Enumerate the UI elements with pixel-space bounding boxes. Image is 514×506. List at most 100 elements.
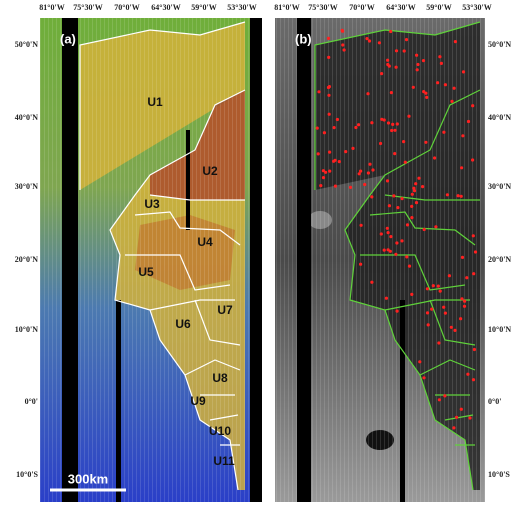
- sample-dot: [460, 195, 463, 198]
- sample-dot: [359, 263, 362, 266]
- sample-dot: [430, 308, 433, 311]
- sample-dot: [393, 152, 396, 155]
- sample-dot: [410, 205, 413, 208]
- sample-dot: [454, 40, 457, 43]
- sample-dot: [380, 232, 383, 235]
- longitude-label: 64°30'W: [386, 3, 415, 12]
- sample-dot: [358, 172, 361, 175]
- sample-dot: [366, 92, 369, 95]
- sample-dot: [370, 195, 373, 198]
- sample-dot: [383, 118, 386, 121]
- sample-dot: [334, 185, 337, 188]
- sample-dot: [452, 426, 455, 429]
- sample-dot: [423, 228, 426, 231]
- latitude-label: 40°0'N: [15, 113, 38, 122]
- data-gap: [297, 18, 311, 502]
- sample-dot: [425, 96, 428, 99]
- sample-dot: [336, 118, 339, 121]
- latitude-label: 30°0'N: [488, 182, 511, 191]
- sample-dot: [424, 141, 427, 144]
- panel-b: (b): [275, 18, 485, 502]
- sample-dot: [450, 100, 453, 103]
- sample-dot: [438, 398, 441, 401]
- panel-label: (b): [295, 31, 312, 46]
- data-gap: [186, 130, 190, 230]
- sample-dot: [327, 56, 330, 59]
- latitude-label: 30°0'N: [15, 182, 38, 191]
- longitude-label: 70°0'W: [114, 3, 139, 12]
- sample-dot: [406, 223, 409, 226]
- sample-dot: [386, 227, 389, 230]
- sample-dot: [363, 183, 366, 186]
- sample-dot: [317, 152, 320, 155]
- sample-dot: [472, 272, 475, 275]
- sample-dot: [386, 63, 389, 66]
- sample-dot: [432, 284, 435, 287]
- sample-dot: [405, 255, 408, 258]
- sample-dot: [391, 123, 394, 126]
- unit-label: U4: [197, 235, 213, 249]
- sample-dot: [415, 54, 418, 57]
- sample-dot: [467, 120, 470, 123]
- longitude-label: 75°30'W: [308, 3, 337, 12]
- sample-dot: [387, 121, 390, 124]
- longitude-label: 75°30'W: [73, 3, 102, 12]
- sample-dot: [416, 63, 419, 66]
- sample-dot: [460, 408, 463, 411]
- sample-dot: [359, 170, 362, 173]
- latitude-label: 40°0'N: [488, 113, 511, 122]
- sample-dot: [389, 235, 392, 238]
- sample-dot: [455, 416, 458, 419]
- unit-label: U3: [144, 197, 160, 211]
- sample-dot: [417, 177, 420, 180]
- unit-label: U5: [138, 265, 154, 279]
- longitude-label: 64°30'W: [151, 3, 180, 12]
- sample-dot: [387, 231, 390, 234]
- sample-dot: [395, 49, 398, 52]
- sample-dot: [327, 86, 330, 89]
- latitude-label: 10°0'S: [16, 470, 38, 479]
- sample-dot: [410, 216, 413, 219]
- sample-dot: [323, 131, 326, 134]
- sample-dot: [442, 306, 445, 309]
- longitude-label: 59°0'W: [426, 3, 451, 12]
- sample-dot: [442, 131, 445, 134]
- sample-dot: [370, 121, 373, 124]
- unit-label: U8: [212, 371, 228, 385]
- sample-dot: [422, 90, 425, 93]
- sample-dot: [365, 37, 368, 40]
- sample-dot: [462, 70, 465, 73]
- sample-dot: [421, 185, 424, 188]
- unit-label: U1: [147, 95, 163, 109]
- unit-label: U11: [213, 454, 235, 468]
- sample-dot: [457, 194, 460, 197]
- sample-dot: [412, 187, 415, 190]
- sample-dot: [396, 310, 399, 313]
- sample-dot: [389, 30, 392, 33]
- scale-bar-label: 300km: [68, 471, 108, 486]
- latitude-label: 50°0'N: [15, 40, 38, 49]
- sample-dot: [468, 416, 471, 419]
- latitude-label: 50°0'N: [488, 40, 511, 49]
- sample-dot: [411, 193, 414, 196]
- sample-dot: [463, 305, 466, 308]
- sample-dot: [466, 373, 469, 376]
- sample-dot: [408, 265, 411, 268]
- sample-dot: [438, 55, 441, 58]
- sample-dot: [380, 72, 383, 75]
- latitude-label: 10°0'N: [488, 325, 511, 334]
- sample-dot: [332, 160, 335, 163]
- sample-dot: [392, 194, 395, 197]
- sample-dot: [439, 290, 442, 293]
- latitude-label: 0°0': [25, 397, 38, 406]
- sample-dot: [338, 160, 341, 163]
- data-gap: [62, 18, 78, 502]
- sample-dot: [368, 39, 371, 42]
- sample-dot: [327, 37, 330, 40]
- sample-dot: [379, 142, 382, 145]
- sample-dot: [414, 182, 417, 185]
- sample-dot: [402, 140, 405, 143]
- sample-dot: [422, 59, 425, 62]
- sample-dot: [396, 206, 399, 209]
- sample-dot: [344, 150, 347, 153]
